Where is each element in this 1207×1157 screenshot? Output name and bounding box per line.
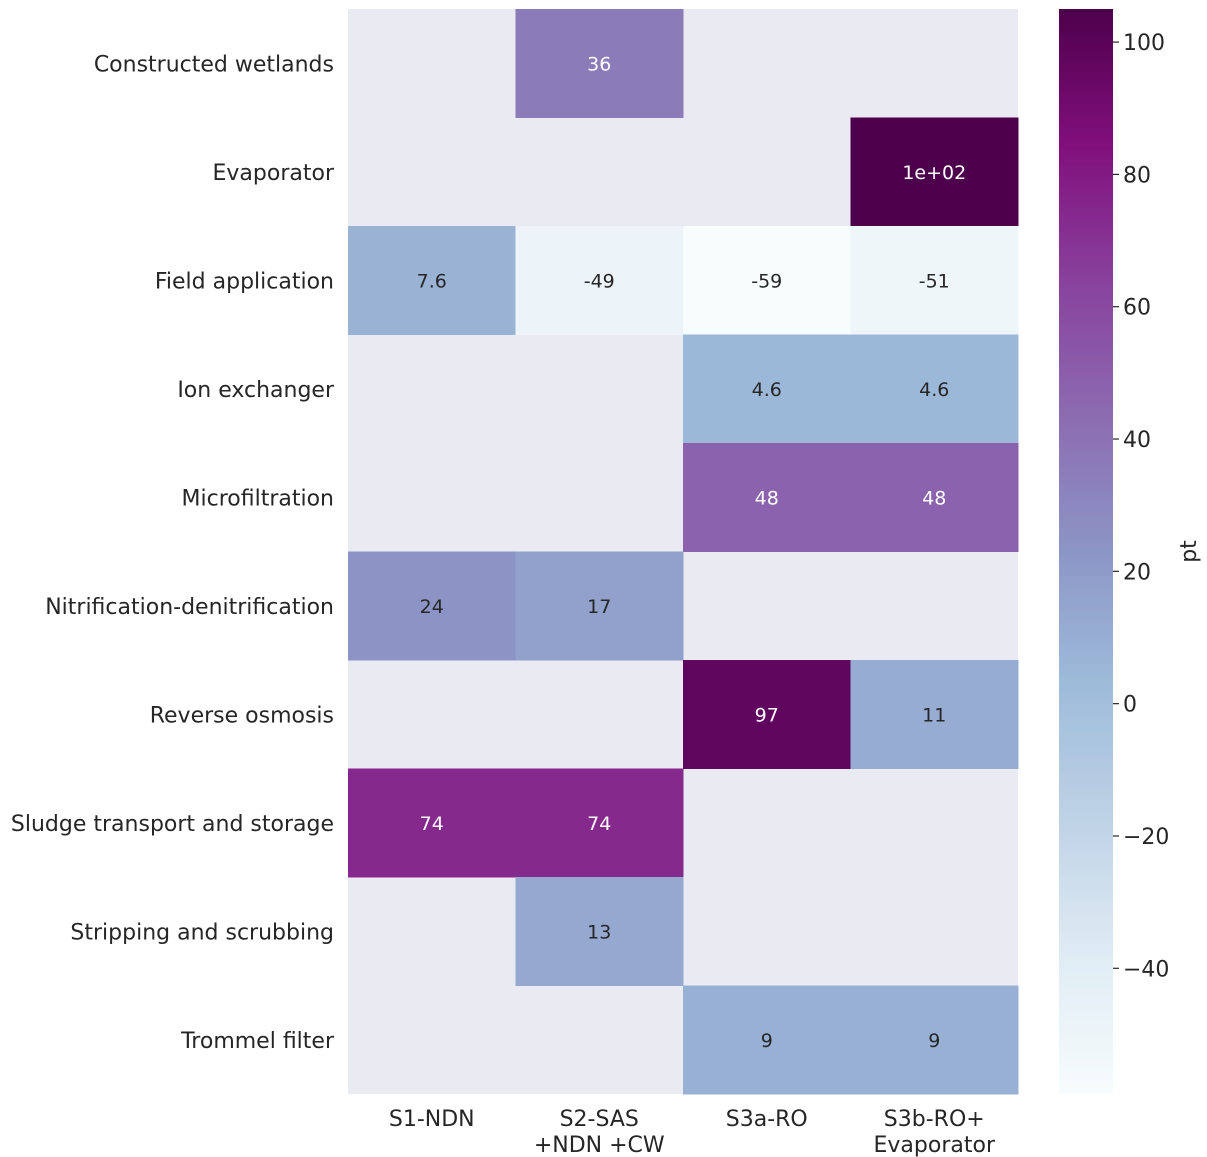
heatmap-cell	[348, 768, 516, 878]
heatmap-annotations: 36 1e+02 7.6 -49 -59 -51 4.6 4.6 48 48 24 17 97 11 74 7…	[417, 53, 967, 1052]
colorbar-gradient	[1059, 9, 1113, 1094]
colorbar-tick-label: 40	[1123, 428, 1151, 453]
cell-annotation: 17	[587, 596, 611, 618]
heatmap-cell	[850, 443, 1019, 552]
row-label: Trommel filter	[180, 1029, 335, 1054]
cell-annotation: 9	[928, 1030, 940, 1052]
heatmap-cell	[348, 551, 516, 661]
cell-annotation: 48	[755, 487, 779, 509]
colorbar-tick-label: 20	[1123, 560, 1151, 585]
heatmap-cell	[850, 226, 1019, 335]
row-label: Stripping and scrubbing	[70, 920, 334, 945]
cell-annotation: 74	[420, 813, 444, 835]
heatmap-cell	[850, 660, 1019, 769]
colorbar: 100 80 60 40 20 0 −20 −40 pt	[1059, 9, 1202, 1094]
cell-annotation: 24	[420, 596, 444, 618]
cell-annotation: 36	[587, 53, 611, 75]
column-label: S3a-RO	[726, 1107, 808, 1132]
heatmap-cell	[515, 768, 684, 878]
row-label: Evaporator	[213, 161, 335, 186]
cell-annotation: 97	[755, 704, 779, 726]
colorbar-label: pt	[1177, 540, 1202, 563]
heatmap-cell	[683, 334, 851, 444]
colorbar-tick-label: −40	[1123, 957, 1169, 982]
cell-annotation: 13	[587, 921, 611, 943]
column-labels: S1-NDN S2-SAS +NDN +CW S3a-RO S3b-RO+ Evapora…	[389, 1107, 996, 1157]
heatmap-cell	[348, 226, 516, 335]
heatmap-cell	[515, 9, 684, 118]
colorbar-tick-label: 100	[1123, 31, 1165, 56]
row-label: Nitrification-denitrification	[45, 595, 334, 620]
heatmap-cell	[515, 226, 684, 335]
colorbar-tick-label: −20	[1123, 825, 1169, 850]
heatmap-cell	[515, 877, 684, 986]
row-label: Constructed wetlands	[94, 52, 334, 77]
heatmap-cell	[683, 985, 851, 1095]
colorbar-tick-label: 80	[1123, 163, 1151, 188]
cell-annotation: 74	[587, 813, 611, 835]
cell-annotation: 4.6	[919, 379, 949, 401]
row-labels: Constructed wetlands Evaporator Field appl…	[11, 52, 335, 1054]
heatmap-cell	[683, 660, 851, 769]
colorbar-tick-label: 0	[1123, 693, 1137, 718]
cell-annotation: 1e+02	[902, 162, 966, 184]
cell-annotation: -59	[751, 270, 782, 292]
column-label: S2-SAS +NDN +CW	[534, 1107, 665, 1157]
heatmap-cell	[850, 985, 1019, 1095]
cell-annotation: 48	[922, 487, 946, 509]
row-label: Field application	[155, 269, 334, 294]
heatmap-cell	[850, 334, 1019, 444]
heatmap-cell	[683, 226, 851, 335]
cell-annotation: -51	[919, 270, 950, 292]
cell-annotation: -49	[584, 270, 615, 292]
cell-annotation: 4.6	[752, 379, 782, 401]
row-label: Microfiltration	[182, 486, 334, 511]
row-label: Sludge transport and storage	[11, 812, 334, 837]
cell-annotation: 11	[922, 704, 946, 726]
cell-annotation: 9	[761, 1030, 773, 1052]
heatmap-cell	[515, 551, 684, 661]
row-label: Ion exchanger	[177, 378, 335, 403]
heatmap-cell	[850, 117, 1019, 227]
colorbar-tick-label: 60	[1123, 296, 1151, 321]
column-label: S1-NDN	[389, 1107, 475, 1132]
row-label: Reverse osmosis	[150, 703, 334, 728]
heatmap-cell	[683, 443, 851, 552]
heatmap-cells	[348, 9, 1019, 1095]
cell-annotation: 7.6	[417, 270, 447, 292]
colorbar-ticks: 100 80 60 40 20 0 −20 −40	[1113, 31, 1169, 982]
column-label: S3b-RO+ Evaporator	[874, 1107, 996, 1157]
